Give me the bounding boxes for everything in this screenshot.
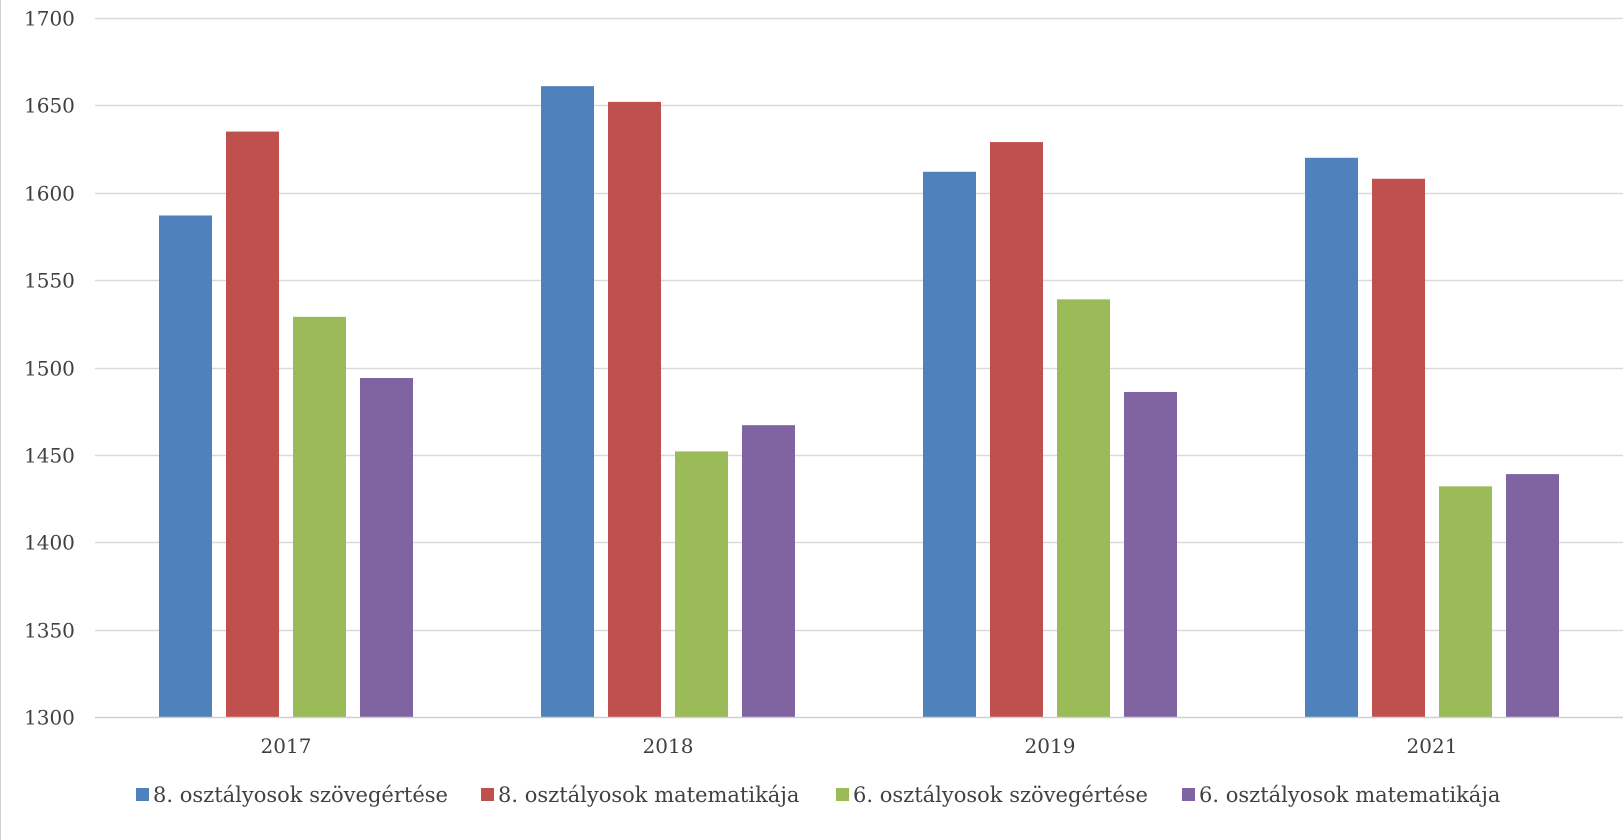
x-tick-label: 2019 — [1025, 734, 1076, 758]
bar-2017-series-2 — [226, 131, 279, 717]
legend: 8. osztályosok szövegértése 8. osztályoso… — [136, 783, 1500, 807]
legend-label: 8. osztályosok matematikája — [498, 783, 799, 807]
bar-2017-series-1 — [159, 215, 212, 717]
legend-item: 6. osztályosok matematikája — [1182, 783, 1500, 807]
bars — [159, 86, 1559, 718]
y-tick-label: 1700 — [24, 7, 75, 31]
y-tick-label: 1550 — [24, 269, 75, 293]
legend-item: 6. osztályosok szövegértése — [836, 783, 1148, 807]
y-tick-label: 1500 — [24, 357, 75, 381]
gridlines — [95, 17, 1623, 632]
bar-2021-series-2 — [1372, 178, 1425, 717]
bar-2018-series-4 — [742, 425, 795, 717]
bar-2021-series-4 — [1506, 474, 1559, 717]
y-axis-tick-labels: 1300 1350 1400 1450 1500 1550 1600 1650 1700 — [24, 7, 75, 730]
bar-2019-series-1 — [923, 171, 976, 717]
bar-2018-series-1 — [541, 86, 594, 718]
bar-2019-series-4 — [1124, 391, 1177, 717]
legend-label: 6. osztályosok matematikája — [1199, 783, 1500, 807]
legend-item: 8. osztályosok szövegértése — [136, 783, 448, 807]
bar-2018-series-3 — [675, 451, 728, 717]
legend-swatch — [136, 788, 149, 801]
x-tick-label: 2018 — [643, 734, 694, 758]
y-tick-label: 1650 — [24, 94, 75, 118]
legend-swatch — [1182, 788, 1195, 801]
legend-label: 8. osztályosok szövegértése — [153, 783, 448, 807]
bar-2019-series-3 — [1057, 299, 1110, 717]
legend-item: 8. osztályosok matematikája — [481, 783, 799, 807]
x-tick-label: 2021 — [1407, 734, 1458, 758]
y-tick-label: 1450 — [24, 444, 75, 468]
bar-2017-series-3 — [293, 316, 346, 717]
x-tick-label: 2017 — [261, 734, 312, 758]
legend-swatch — [836, 788, 849, 801]
x-axis-tick-labels: 2017 2018 2019 2021 — [261, 734, 1458, 758]
bar-2021-series-3 — [1439, 486, 1492, 717]
legend-label: 6. osztályosok szövegértése — [853, 783, 1148, 807]
legend-swatch — [481, 788, 494, 801]
bar-2017-series-4 — [360, 377, 413, 717]
bar-2019-series-2 — [990, 142, 1043, 717]
y-tick-label: 1350 — [24, 619, 75, 643]
y-tick-label: 1400 — [24, 531, 75, 555]
y-tick-label: 1300 — [24, 706, 75, 730]
bar-2018-series-2 — [608, 101, 661, 717]
bar-2021-series-1 — [1305, 157, 1358, 718]
y-tick-label: 1600 — [24, 182, 75, 206]
